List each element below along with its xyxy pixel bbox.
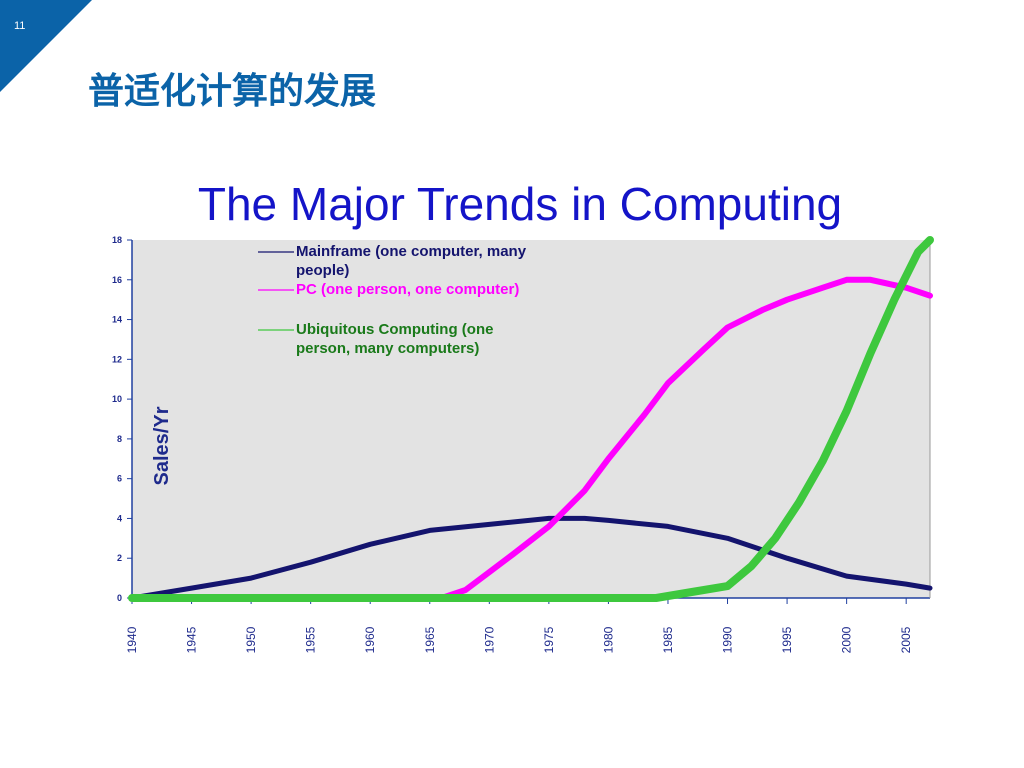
legend-label-1: Mainframe (one computer, many	[296, 243, 527, 260]
x-tick-label: 1990	[721, 626, 735, 653]
x-tick-label: 1995	[780, 626, 794, 653]
series-lines	[128, 236, 934, 602]
x-tick-label: 1985	[661, 626, 675, 653]
y-tick-label: 0	[117, 593, 122, 603]
y-tick-label: 12	[112, 354, 122, 364]
x-tick-label: 1955	[304, 626, 318, 653]
x-tick-label: 1950	[244, 626, 258, 653]
y-tick-label: 14	[112, 315, 122, 325]
y-axis-label: Sales/Yr	[151, 406, 173, 485]
y-tick-label: 4	[117, 513, 122, 523]
legend-label-2: PC (one person, one computer)	[296, 281, 519, 298]
chart-title: The Major Trends in Computing	[198, 178, 842, 230]
series-line-3	[128, 236, 934, 602]
chart-svg: The Major Trends in Computing Sales/Yr M…	[68, 176, 972, 666]
series-line-1	[129, 515, 933, 601]
x-tick-label: 2005	[899, 626, 913, 653]
slide-number: 11	[14, 20, 26, 32]
x-tick-label: 1960	[363, 626, 377, 653]
chart: The Major Trends in Computing Sales/Yr M…	[68, 176, 972, 666]
x-tick-label: 1965	[423, 626, 437, 653]
y-tick-label: 6	[117, 474, 122, 484]
x-tick-label: 1940	[125, 626, 139, 653]
slide-title: 普适化计算的发展	[88, 71, 377, 112]
x-tick-label: 2000	[840, 626, 854, 653]
legend-label-1: people)	[296, 262, 349, 279]
corner-triangle	[0, 0, 92, 92]
y-tick-label: 2	[117, 553, 122, 563]
x-tick-label: 1970	[482, 626, 496, 653]
legend: Mainframe (one computer, many people) PC (…	[258, 243, 527, 357]
legend-label-3: Ubiquitous Computing (one	[296, 321, 493, 338]
x-tick-label: 1975	[542, 626, 556, 653]
axes: 0 2 4 6 8 10 12 14 16 18 1940 1945 1950 1955 1960 1965 1…	[112, 235, 931, 653]
legend-label-3: person, many computers)	[296, 340, 479, 357]
y-tick-label: 10	[112, 394, 122, 404]
series-line-2	[129, 276, 933, 601]
y-tick-label: 8	[117, 434, 122, 444]
y-tick-label: 18	[112, 235, 122, 245]
x-tick-label: 1945	[185, 626, 199, 653]
x-tick-label: 1980	[601, 626, 615, 653]
y-tick-label: 16	[112, 275, 122, 285]
